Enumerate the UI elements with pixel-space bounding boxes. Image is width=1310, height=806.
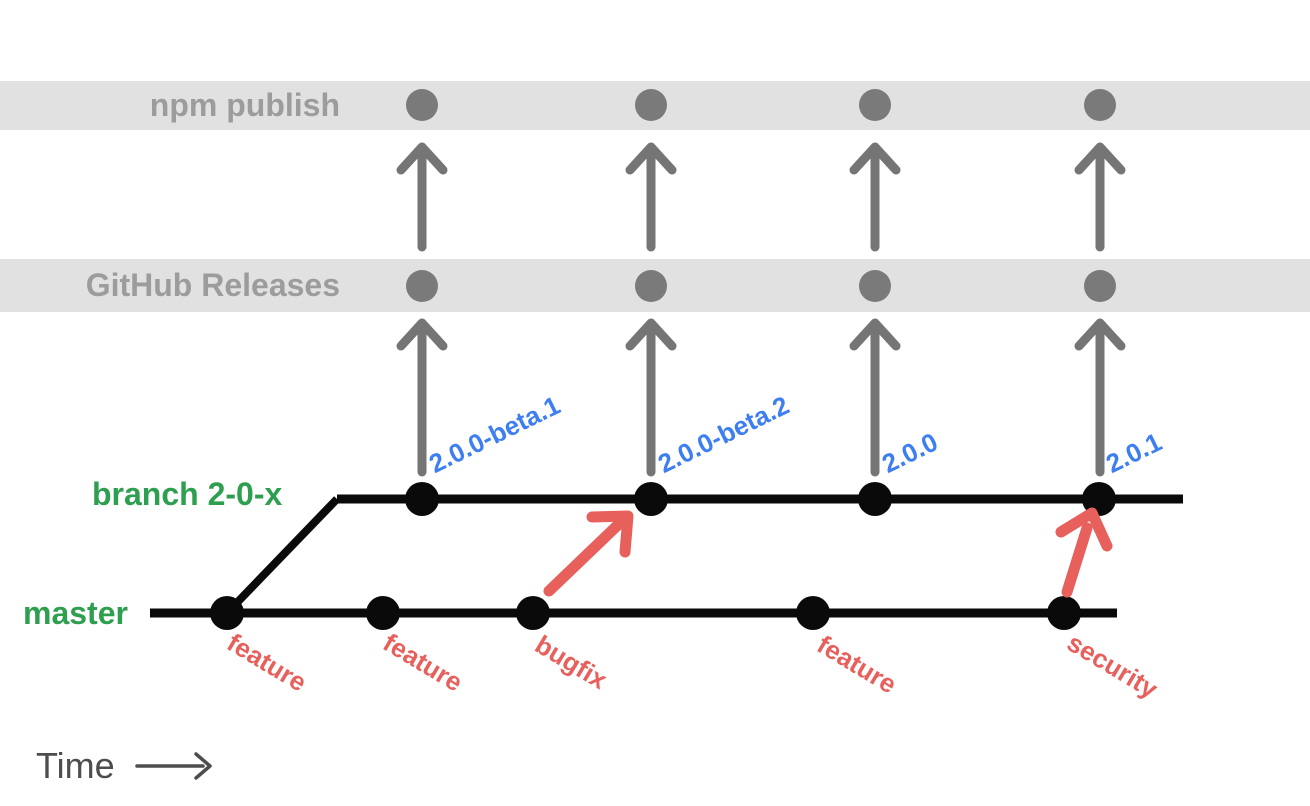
master-commit-dot (366, 596, 400, 630)
master-commit-dot (1047, 596, 1081, 630)
branch-commit-dot (634, 482, 668, 516)
github-release-dot (635, 270, 667, 302)
time-axis-label: Time (36, 745, 115, 786)
npm-publish-label: npm publish (149, 87, 340, 123)
publish-up-arrow-icon (849, 142, 901, 252)
release-up-arrow-icon (396, 318, 448, 477)
github-release-dot (859, 270, 891, 302)
branch-commit-dot (858, 482, 892, 516)
master-commit-dot (210, 596, 244, 630)
cherry-pick-arrow-icon (543, 510, 634, 597)
publish-up-arrow-icon (625, 142, 677, 252)
github-release-dot (1084, 270, 1116, 302)
branch-2-0-x-label: branch 2-0-x (92, 476, 283, 512)
npm-publish-dot (859, 89, 891, 121)
branch-commit-dot (405, 482, 439, 516)
github-releases-label: GitHub Releases (85, 267, 340, 303)
cherry-pick-arrow-icon (1055, 507, 1113, 598)
release-up-arrow-icon (1074, 318, 1126, 477)
branch-fork-line (224, 496, 340, 616)
npm-publish-dot (635, 89, 667, 121)
master-commit-dot (796, 596, 830, 630)
publish-up-arrow-icon (1074, 142, 1126, 252)
npm-publish-dot (406, 89, 438, 121)
master-label: master (23, 595, 128, 631)
master-commit-dot (516, 596, 550, 630)
npm-publish-dot (1084, 89, 1116, 121)
release-up-arrow-icon (625, 318, 677, 477)
publish-up-arrow-icon (396, 142, 448, 252)
branch-commit-dot (1082, 482, 1116, 516)
time-right-arrow-icon (135, 752, 212, 780)
release-up-arrow-icon (849, 318, 901, 477)
github-release-dot (406, 270, 438, 302)
